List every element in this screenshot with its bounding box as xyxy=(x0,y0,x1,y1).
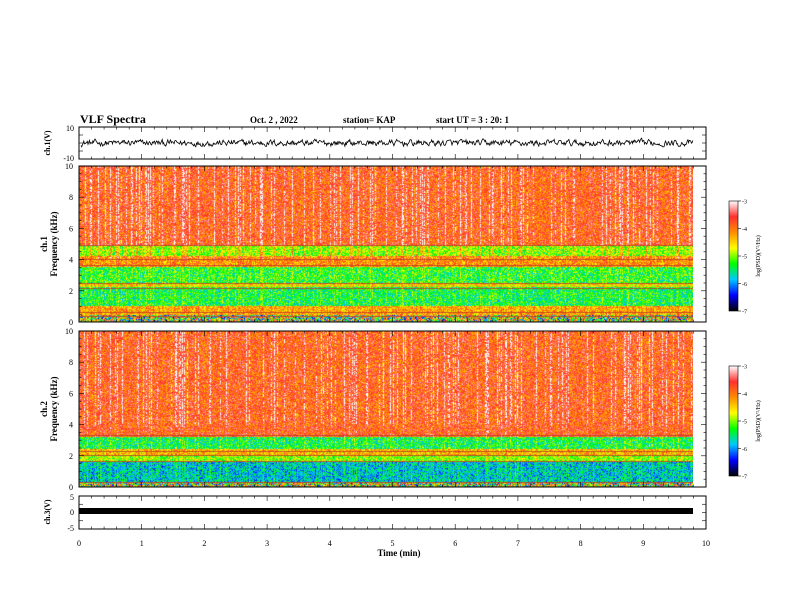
time-tick-label: 3 xyxy=(265,539,269,548)
time-axis-label: Time (min) xyxy=(377,548,420,558)
ch2-colorbar-label: log(PSD)(V²/Hz) xyxy=(755,400,762,441)
ch1-spectrogram-ylabel: Frequency (kHz) xyxy=(49,211,59,276)
frequency-tick-label: 8 xyxy=(69,358,73,367)
date-label: Oct. 2 , 2022 xyxy=(250,115,298,125)
time-tick-label: 2 xyxy=(202,539,206,548)
colorbar-tick-label: -5 xyxy=(742,420,747,426)
ch3-voltage-ytick-mid: 0 xyxy=(70,508,74,517)
ch1-voltage-panel: 10 -10 ch.1(V) xyxy=(43,124,707,163)
ch1-voltage-ytick-bottom: -10 xyxy=(63,154,74,163)
frequency-tick-label: 0 xyxy=(69,318,73,327)
ch2-spectrogram-ylabel-channel: ch.2 xyxy=(39,401,49,417)
ch3-voltage-ytick-bottom: -5 xyxy=(67,524,74,533)
colorbar-tick-label: -3 xyxy=(742,200,747,206)
frequency-tick-label: 0 xyxy=(69,483,73,492)
ch3-voltage-trace xyxy=(79,508,693,514)
time-tick-label: 9 xyxy=(641,539,645,548)
ch3-voltage-ylabel: ch.3(V) xyxy=(43,499,52,524)
ch1-voltage-ticks xyxy=(78,126,707,160)
colorbar-tick-label: -4 xyxy=(742,392,747,398)
ch1-colorbar-ticklabels: -3 -4 -5 -6 -7 xyxy=(738,200,747,316)
frequency-tick-label: 4 xyxy=(69,256,73,265)
ch1-spectrogram-ticks xyxy=(78,165,707,323)
colorbar-tick-label: -7 xyxy=(742,475,747,481)
start-ut-label: start UT = 3 : 20: 1 xyxy=(436,115,509,125)
station-label: station= KAP xyxy=(343,115,396,125)
colorbar-tick-label: -4 xyxy=(742,227,747,233)
colorbar-tick-label: -6 xyxy=(742,447,747,453)
figure-title: VLF Spectra xyxy=(80,112,146,126)
ch2-colorbar-ticklabels: -3 -4 -5 -6 -7 xyxy=(738,365,747,481)
ch1-voltage-ylabel: ch.1(V) xyxy=(43,130,52,155)
frequency-tick-label: 10 xyxy=(65,162,73,171)
ch1-spectrogram-ylabel-channel: ch.1 xyxy=(39,236,49,252)
time-tick-label: 4 xyxy=(328,539,332,548)
ch1-spectrogram-yticklabels: 0 2 4 6 8 10 xyxy=(65,162,73,327)
frequency-tick-label: 6 xyxy=(69,389,73,398)
time-tick-label: 8 xyxy=(579,539,583,548)
ch1-colorbar xyxy=(729,201,738,311)
frequency-tick-label: 8 xyxy=(69,193,73,202)
ch1-colorbar-label: log(PSD)(V²/Hz) xyxy=(755,235,762,276)
time-tick-label: 6 xyxy=(453,539,457,548)
time-tick-label: 5 xyxy=(391,539,395,548)
ch1-voltage-trace xyxy=(80,137,694,148)
frequency-tick-label: 2 xyxy=(69,452,73,461)
ch2-spectrogram-ylabel: Frequency (kHz) xyxy=(49,376,59,441)
time-tick-label: 0 xyxy=(77,539,81,548)
colorbar-tick-label: -7 xyxy=(742,310,747,316)
ch2-spectrogram-yticklabels: 0 2 4 6 8 10 xyxy=(65,327,73,492)
colorbar-tick-label: -5 xyxy=(742,255,747,261)
colorbar-tick-label: -6 xyxy=(742,282,747,288)
time-tick-label: 7 xyxy=(516,539,520,548)
time-tick-label: 10 xyxy=(702,539,710,548)
time-tick-label: 1 xyxy=(140,539,144,548)
colorbar-tick-label: -3 xyxy=(742,365,747,371)
time-axis-ticklabels: 0 1 2 3 4 5 6 7 8 9 10 xyxy=(77,539,710,548)
ch1-voltage-ytick-top: 10 xyxy=(66,124,74,133)
frequency-tick-label: 6 xyxy=(69,224,73,233)
ch2-colorbar xyxy=(729,366,738,476)
ch2-spectrogram-image xyxy=(79,331,693,487)
ch2-spectrogram-ticks xyxy=(78,330,707,488)
ch3-voltage-panel: 5 0 -5 ch.3(V) xyxy=(43,493,707,533)
frequency-tick-label: 10 xyxy=(65,327,73,336)
frequency-tick-label: 4 xyxy=(69,421,73,430)
ch3-voltage-ytick-top: 5 xyxy=(70,493,74,502)
frequency-tick-label: 2 xyxy=(69,287,73,296)
ch1-spectrogram-image xyxy=(79,166,693,322)
